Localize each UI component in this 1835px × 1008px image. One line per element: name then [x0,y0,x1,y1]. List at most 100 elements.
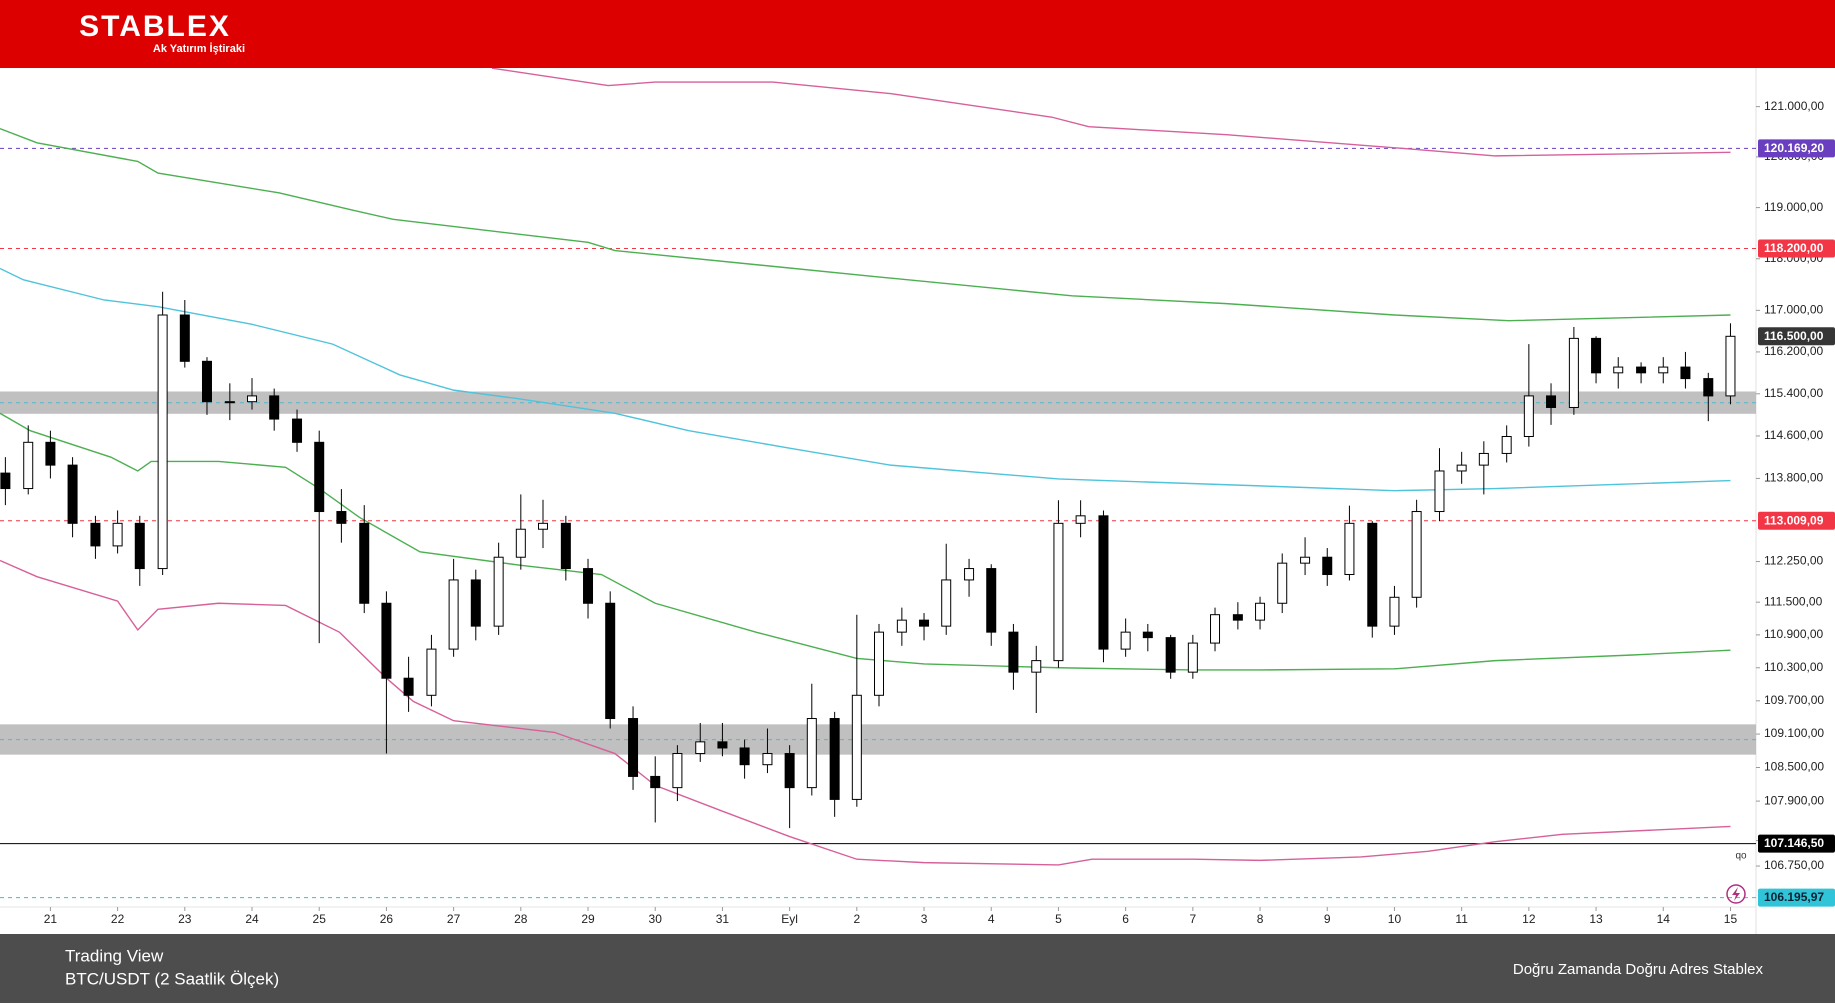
candle-body [1277,562,1288,604]
header-bar [0,0,1835,68]
x-tick-label: 22 [111,912,125,926]
y-tick-label: 107.900,00 [1764,793,1824,807]
x-tick-label: 29 [581,912,595,926]
candle-body [1456,464,1467,472]
candle-body [762,753,773,766]
indicator-line [0,559,1731,866]
x-tick-label: 15 [1724,912,1738,926]
candle-body [1501,435,1512,454]
price-tag [1758,511,1835,530]
candle-body [1031,660,1042,673]
y-tick-label: 112.250,00 [1764,554,1823,568]
price-tag [1758,888,1835,907]
indicator-line [0,412,1731,671]
candle-body [359,522,370,604]
candle-body [1523,395,1534,437]
candle-body [1613,366,1624,374]
y-tick-label: 113.800,00 [1764,471,1823,485]
candle-body [784,753,795,789]
plot-area [0,68,1756,899]
axes: 21 22 23 24 25 26 27 28 29 30 31 Eyl 2 3 4 5 6 7 8 9 10 11 12 1… [44,99,1835,926]
candle-body [806,718,817,789]
price-tag [1758,239,1835,258]
candle-body [1210,614,1221,644]
candle-body [1344,522,1355,576]
candle-body [515,528,526,558]
x-tick-label: 31 [716,912,730,926]
candle-body [292,418,303,443]
x-tick-label: 25 [313,912,327,926]
candle-body [448,579,459,650]
candle-body [247,395,258,403]
candle-body [672,753,683,789]
candle-body [1075,515,1086,524]
x-tick-label: 6 [1122,912,1129,926]
price-tag-label: 116.500,00 [1764,329,1824,343]
candle-body [179,314,190,362]
candle-body [1591,337,1602,374]
x-tick-label: 14 [1657,912,1671,926]
x-tick-label: 4 [988,912,995,926]
candle-body [493,556,504,627]
price-tag-label: 113.009,09 [1764,513,1824,527]
support-zone [0,724,1756,755]
candle-body [112,522,123,547]
candle-body [1232,614,1243,621]
logo: STABLEX [79,10,231,43]
candle-body [1725,335,1736,397]
y-tick-label: 106.750,00 [1764,858,1824,872]
price-tag-label: 120.169,20 [1764,141,1824,155]
candle-body [1478,452,1489,466]
y-tick-label: 109.100,00 [1764,726,1824,740]
candle-body [1053,522,1064,662]
y-tick-label: 116.200,00 [1764,344,1823,358]
y-tick-label: 109.700,00 [1764,693,1824,707]
price-tag [1758,139,1835,158]
candle-body [45,441,56,466]
x-tick-label: Eyl [781,912,798,926]
tagline: Ak Yatırım İştiraki [153,42,245,55]
candle-body [605,602,616,720]
support-zone [0,391,1756,414]
y-tick-label: 108.500,00 [1764,760,1824,774]
price-tag-label: 106.195,97 [1764,890,1824,904]
candle-body [314,441,325,513]
candle-body [1636,366,1647,374]
candle-body [381,602,392,679]
price-tag-label: 118.200,00 [1764,241,1824,255]
candle-body [964,568,975,581]
candle-body [67,464,78,524]
candle-body [1434,470,1445,513]
y-tick-label: 117.000,00 [1764,303,1823,317]
footer-source: Trading View [65,946,164,965]
x-tick-label: 7 [1189,912,1196,926]
candle-body [1389,596,1400,627]
candle-body [560,522,571,570]
candle-body [90,522,101,547]
candle-body [628,718,639,777]
candle-body [470,579,481,627]
x-tick-label: 13 [1589,912,1603,926]
x-tick-label: 21 [44,912,58,926]
footer-bar [0,934,1835,1003]
y-tick-label: 110.300,00 [1764,660,1823,674]
candle-body [1680,366,1691,380]
x-tick-label: 3 [921,912,928,926]
candle-body [986,568,997,633]
footer-pair: BTC/USDT (2 Saatlik Ölçek) [65,969,279,988]
alert-icon[interactable] [1726,884,1746,904]
annotation: qo [1735,851,1747,862]
candle-body [1120,631,1131,650]
x-tick-label: 2 [853,912,860,926]
candle-body [1187,642,1198,673]
price-tag-label: 107.146,50 [1764,836,1824,850]
indicator-line [0,128,1731,322]
x-tick-label: 27 [447,912,461,926]
candle-body [1658,366,1669,374]
candle-body [336,511,347,524]
footer-slogan: Doğru Zamanda Doğru Adres Stablex [1513,961,1764,978]
candle-body [1098,515,1109,650]
candle-body [269,395,280,420]
candle-body [1008,631,1019,673]
y-tick-label: 115.400,00 [1764,386,1823,400]
